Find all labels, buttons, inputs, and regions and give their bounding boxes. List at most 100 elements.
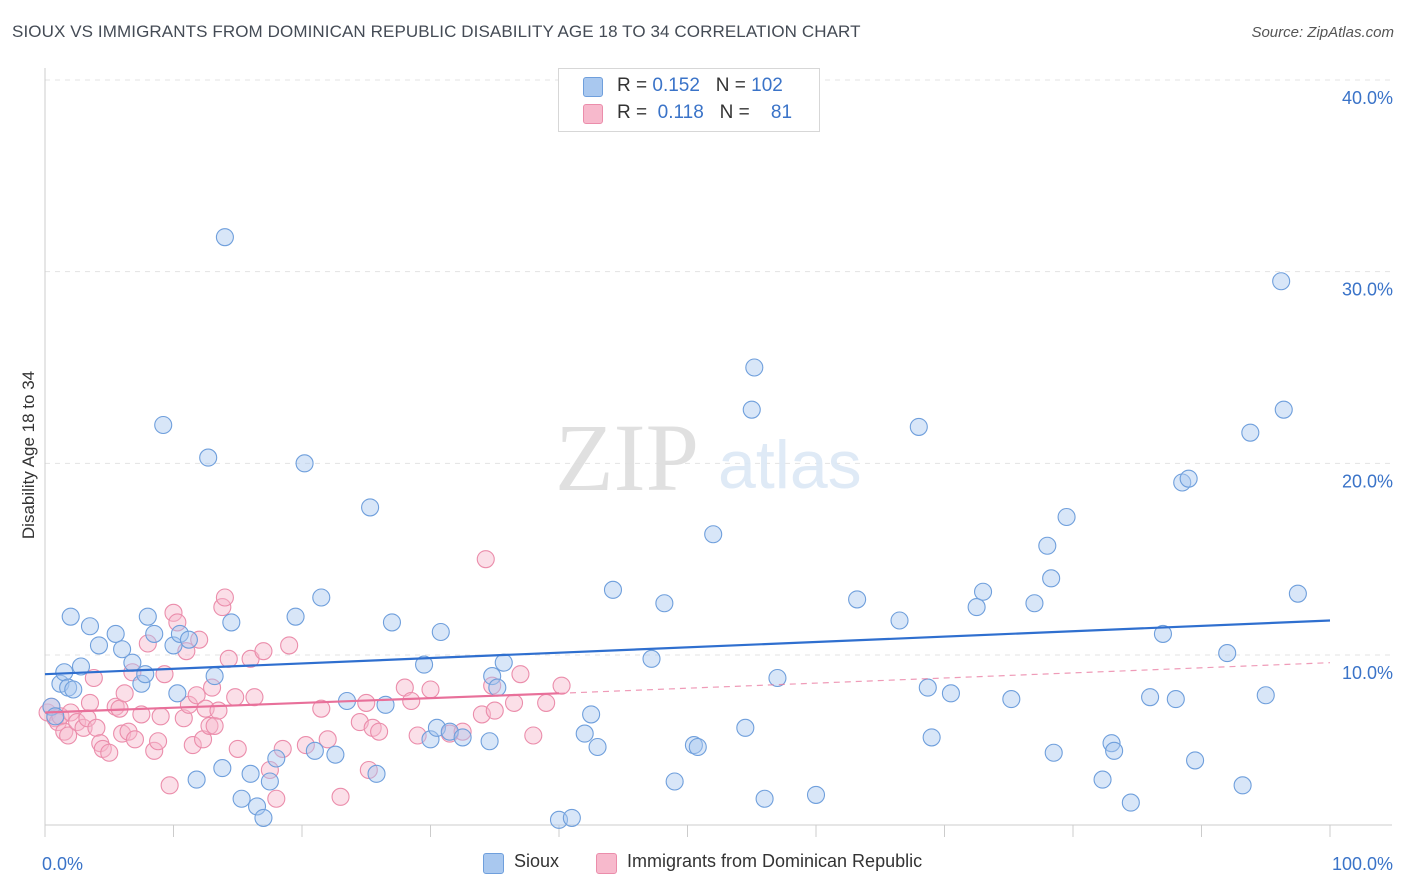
sioux-point (688, 737, 707, 757)
sioux-point (241, 764, 260, 783)
sioux-point (326, 745, 345, 764)
dominican-point (537, 693, 556, 712)
sioux-legend-label: Sioux (514, 851, 560, 871)
sioux-point (1093, 770, 1112, 789)
sioux-point (305, 741, 324, 760)
sioux-legend-swatch (483, 853, 504, 874)
sioux-point (286, 607, 305, 626)
dominican-point (421, 680, 440, 699)
sioux-point (1025, 594, 1044, 613)
dominican-point (402, 691, 421, 711)
sioux-point (1057, 507, 1076, 527)
sioux-point (1153, 624, 1172, 643)
sioux-point (138, 607, 157, 626)
trend-lines (44, 619, 1331, 714)
sioux-point (941, 684, 960, 703)
dominican-point (100, 743, 119, 762)
sioux-point (64, 680, 83, 699)
dominican-point (138, 634, 157, 653)
y-axis-title: Disability Age 18 to 34 (19, 371, 38, 539)
sioux-point (213, 759, 232, 778)
sioux-point (1272, 272, 1291, 291)
legend-n-label: N = (715, 75, 746, 96)
dominican-point (149, 732, 168, 751)
dominican-point (59, 726, 78, 745)
series-sioux-points (42, 228, 1307, 829)
dominican-point (485, 701, 504, 720)
dominican-point (174, 709, 193, 728)
sioux-point (1186, 751, 1205, 770)
sioux-point (745, 358, 764, 377)
legend-n-value: 81 (770, 102, 793, 123)
sioux-point (199, 448, 218, 467)
legend-r-label: R = (617, 75, 648, 96)
dominican-point (511, 665, 530, 684)
sioux-point (755, 789, 774, 808)
sioux-point (488, 678, 507, 697)
sioux-point (768, 668, 787, 688)
dominican-point (183, 736, 202, 755)
sioux-point (267, 749, 286, 768)
sioux-point (1241, 423, 1260, 442)
sioux-point (1002, 690, 1021, 709)
dominican-point (205, 716, 224, 735)
sioux-point (1166, 690, 1185, 709)
sioux-point (922, 728, 941, 747)
dominican-point (164, 603, 183, 622)
dominican-point (524, 726, 543, 745)
sioux-point (179, 630, 198, 649)
sioux-point (431, 622, 450, 642)
sioux-swatch (583, 77, 603, 97)
chart-title: SIOUX VS IMMIGRANTS FROM DOMINICAN REPUB… (12, 22, 861, 41)
sioux-point (655, 594, 674, 613)
sioux-point (1256, 686, 1275, 705)
dominican-point (280, 636, 299, 655)
dominican-point (215, 588, 234, 607)
sioux-trend-line (44, 619, 1331, 676)
legend-r-label: R = (617, 102, 648, 123)
sioux-point (80, 617, 100, 636)
sioux-point (1288, 584, 1307, 603)
dominican-point (219, 649, 238, 668)
sioux-point (46, 707, 65, 726)
dominican-swatch (583, 104, 603, 124)
sioux-point (145, 624, 164, 643)
y-tick-label: 10.0% (1342, 663, 1393, 683)
sioux-point (367, 764, 386, 783)
dominican-point (179, 695, 198, 714)
dominican-point (80, 693, 100, 712)
sioux-point (1105, 741, 1124, 760)
legend-r-value: 0.152 (652, 75, 700, 96)
dominican-point (245, 688, 264, 707)
dominican-point (209, 701, 228, 720)
dominican-point (370, 722, 389, 741)
watermark: ZIP atlas (555, 404, 862, 511)
sioux-point (170, 624, 189, 643)
dominican-legend-swatch (596, 853, 617, 874)
y-tick-label: 30.0% (1342, 280, 1393, 300)
sioux-point (480, 732, 499, 751)
sioux-point (42, 697, 61, 716)
sioux-point (89, 636, 109, 655)
sioux-point (222, 613, 241, 632)
sioux-point (382, 613, 402, 632)
dominican-point (254, 642, 273, 661)
sioux-point (312, 588, 331, 607)
sioux-point (132, 674, 151, 693)
legend-row-sioux: R = 0.152 N = 102 (583, 75, 783, 99)
legend-r-value: 0.118 (657, 102, 704, 123)
sioux-point (453, 728, 472, 747)
dominican-point (160, 776, 179, 795)
dominican-point (119, 722, 138, 741)
gridlines (45, 79, 1392, 656)
dominican-point (84, 668, 103, 688)
dominican-point (267, 789, 286, 808)
dominican-point (453, 722, 472, 741)
sioux-point (1141, 688, 1160, 707)
correlation-legend: R = 0.152 N = 102 R = 0.118 N = 81 (558, 68, 820, 132)
sioux-point (665, 772, 684, 791)
dominican-point (476, 550, 495, 569)
dominican-trend-extension (558, 662, 1331, 694)
dominican-point (273, 739, 292, 758)
sioux-point (205, 667, 224, 686)
